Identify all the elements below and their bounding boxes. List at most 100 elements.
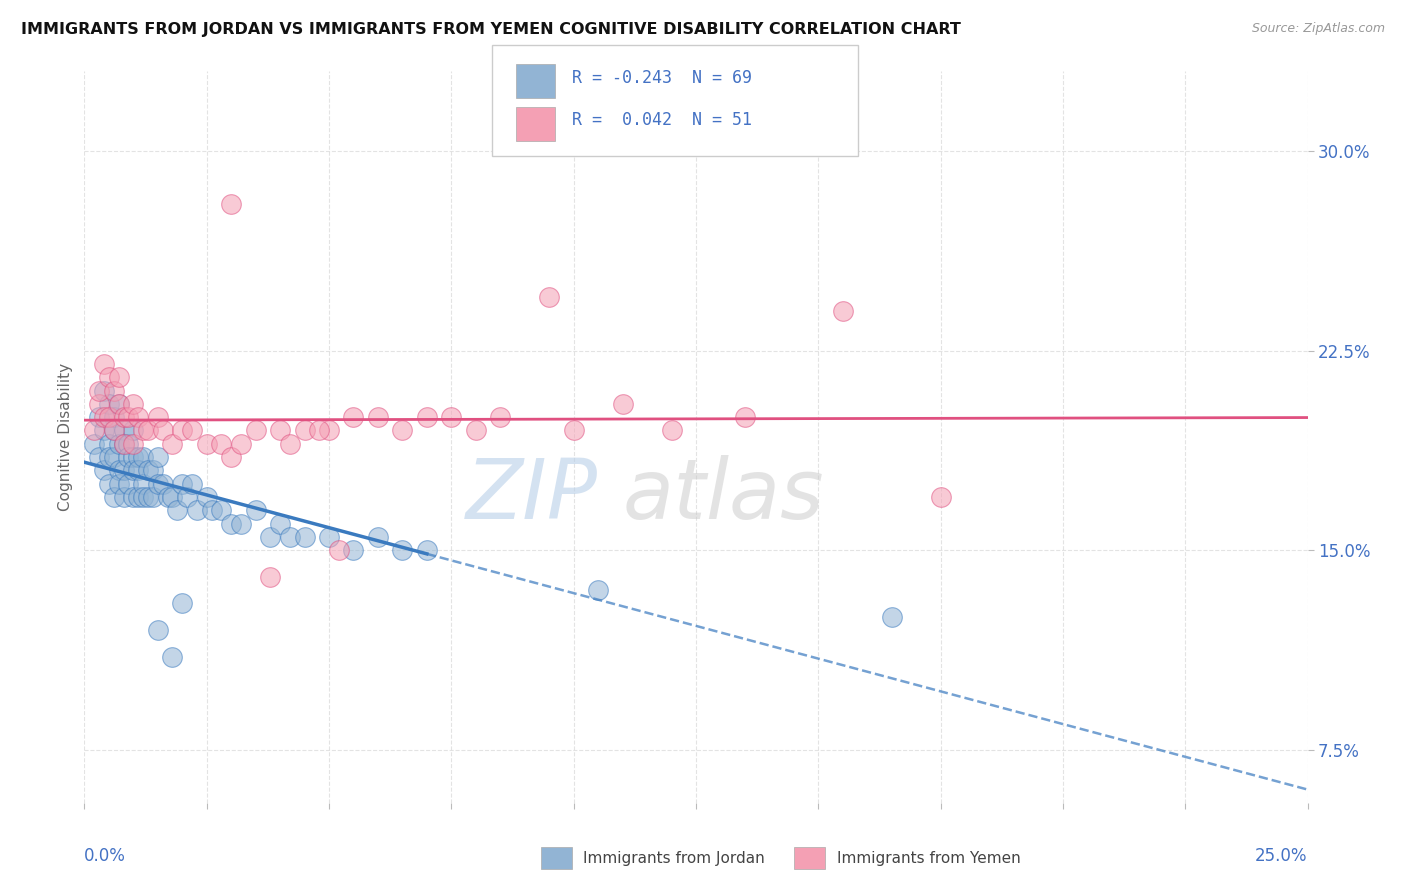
Point	[132, 450, 155, 464]
Point	[97, 410, 120, 425]
Point	[586, 582, 609, 597]
Point	[367, 530, 389, 544]
Point	[112, 490, 135, 504]
Point	[152, 424, 174, 438]
Point	[880, 609, 903, 624]
Point	[127, 490, 149, 504]
Point	[181, 476, 204, 491]
Point	[103, 424, 125, 438]
Point	[538, 290, 561, 304]
Point	[166, 503, 188, 517]
Point	[489, 410, 512, 425]
Point	[93, 384, 115, 398]
Point	[146, 450, 169, 464]
Point	[318, 424, 340, 438]
Point	[294, 424, 316, 438]
Y-axis label: Cognitive Disability: Cognitive Disability	[58, 363, 73, 511]
Point	[172, 424, 194, 438]
Point	[440, 410, 463, 425]
Point	[219, 197, 242, 211]
Point	[103, 384, 125, 398]
Point	[132, 476, 155, 491]
Point	[229, 516, 252, 531]
Point	[152, 476, 174, 491]
Text: R = -0.243  N = 69: R = -0.243 N = 69	[572, 69, 752, 87]
Point	[195, 436, 218, 450]
Point	[200, 503, 222, 517]
Point	[127, 410, 149, 425]
Point	[93, 410, 115, 425]
Point	[146, 623, 169, 637]
Point	[97, 436, 120, 450]
Point	[103, 450, 125, 464]
Point	[245, 424, 267, 438]
Point	[112, 436, 135, 450]
Point	[391, 424, 413, 438]
Point	[112, 436, 135, 450]
Point	[278, 530, 301, 544]
Point	[146, 410, 169, 425]
Point	[103, 424, 125, 438]
Point	[136, 424, 159, 438]
Point	[107, 436, 129, 450]
Point	[122, 450, 145, 464]
Point	[367, 410, 389, 425]
Text: Immigrants from Yemen: Immigrants from Yemen	[837, 851, 1021, 865]
Point	[162, 490, 184, 504]
Text: IMMIGRANTS FROM JORDAN VS IMMIGRANTS FROM YEMEN COGNITIVE DISABILITY CORRELATION: IMMIGRANTS FROM JORDAN VS IMMIGRANTS FRO…	[21, 22, 960, 37]
Point	[122, 424, 145, 438]
Point	[219, 450, 242, 464]
Point	[734, 410, 756, 425]
Point	[156, 490, 179, 504]
Point	[132, 490, 155, 504]
Text: R =  0.042  N = 51: R = 0.042 N = 51	[572, 112, 752, 129]
Point	[259, 570, 281, 584]
Point	[117, 436, 139, 450]
Point	[97, 397, 120, 411]
Point	[87, 450, 110, 464]
Point	[87, 384, 110, 398]
Point	[464, 424, 486, 438]
Point	[245, 503, 267, 517]
Point	[209, 503, 232, 517]
Point	[93, 463, 115, 477]
Point	[209, 436, 232, 450]
Point	[132, 424, 155, 438]
Point	[195, 490, 218, 504]
Point	[278, 436, 301, 450]
Point	[318, 530, 340, 544]
Point	[107, 397, 129, 411]
Point	[136, 490, 159, 504]
Point	[83, 424, 105, 438]
Point	[103, 490, 125, 504]
Point	[176, 490, 198, 504]
Point	[97, 370, 120, 384]
Point	[93, 357, 115, 371]
Point	[112, 410, 135, 425]
Point	[416, 410, 439, 425]
Point	[831, 303, 853, 318]
Point	[117, 476, 139, 491]
Point	[269, 424, 291, 438]
Point	[117, 450, 139, 464]
Text: ZIP: ZIP	[467, 455, 598, 536]
Point	[269, 516, 291, 531]
Point	[103, 410, 125, 425]
Text: 0.0%: 0.0%	[84, 847, 127, 864]
Point	[391, 543, 413, 558]
Point	[172, 476, 194, 491]
Point	[122, 397, 145, 411]
Text: Source: ZipAtlas.com: Source: ZipAtlas.com	[1251, 22, 1385, 36]
Point	[127, 450, 149, 464]
Point	[93, 424, 115, 438]
Point	[117, 410, 139, 425]
Point	[328, 543, 350, 558]
Point	[127, 463, 149, 477]
Point	[142, 463, 165, 477]
Point	[259, 530, 281, 544]
Point	[87, 397, 110, 411]
Point	[181, 424, 204, 438]
Point	[416, 543, 439, 558]
Point	[112, 463, 135, 477]
Point	[612, 397, 634, 411]
